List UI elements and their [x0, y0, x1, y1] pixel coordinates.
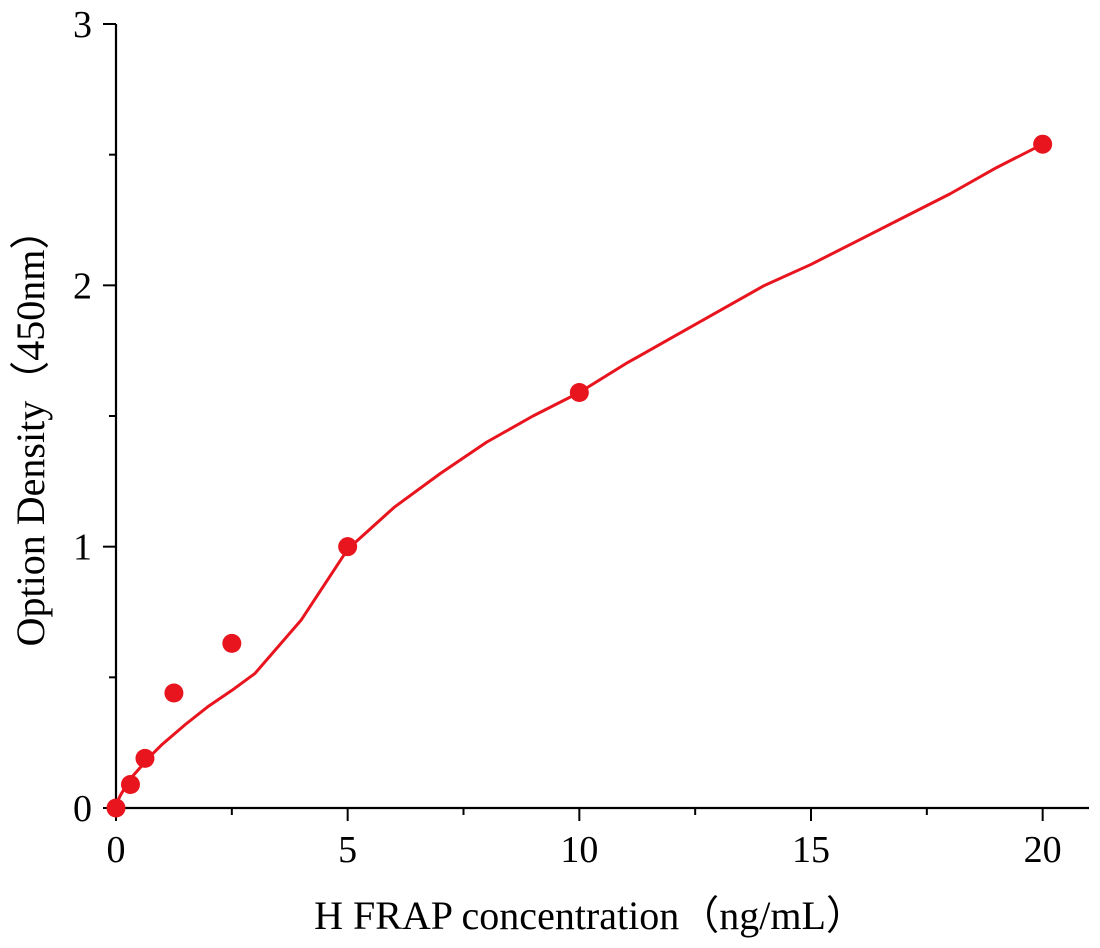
- x-tick-label: 0: [107, 829, 126, 871]
- data-point: [338, 537, 358, 557]
- data-point: [120, 774, 140, 794]
- y-axis-title: Option Density（450nm）: [8, 210, 53, 647]
- x-tick-label: 15: [792, 829, 830, 871]
- fit-curve-line: [114, 142, 1045, 810]
- data-points: [106, 134, 1053, 818]
- x-tick-label: 10: [560, 829, 598, 871]
- x-axis-title: H FRAP concentration（ng/mL）: [314, 893, 866, 938]
- data-point: [1033, 134, 1053, 154]
- data-point: [106, 798, 126, 818]
- y-tick-label: 0: [73, 788, 92, 830]
- data-point: [222, 633, 242, 653]
- axis-ticks: [103, 23, 1044, 821]
- y-tick-label: 3: [73, 4, 92, 46]
- data-point: [135, 748, 155, 768]
- fit-curve-group: [114, 142, 1045, 810]
- tick-labels: 0 5 10 15 20 0 1 2 3: [73, 4, 1062, 871]
- x-tick-label: 5: [338, 829, 357, 871]
- axes: [114, 24, 1089, 810]
- data-point: [164, 683, 184, 703]
- x-tick-label: 20: [1024, 829, 1062, 871]
- y-tick-label: 2: [73, 265, 92, 307]
- data-point: [569, 382, 589, 402]
- y-tick-label: 1: [73, 527, 92, 569]
